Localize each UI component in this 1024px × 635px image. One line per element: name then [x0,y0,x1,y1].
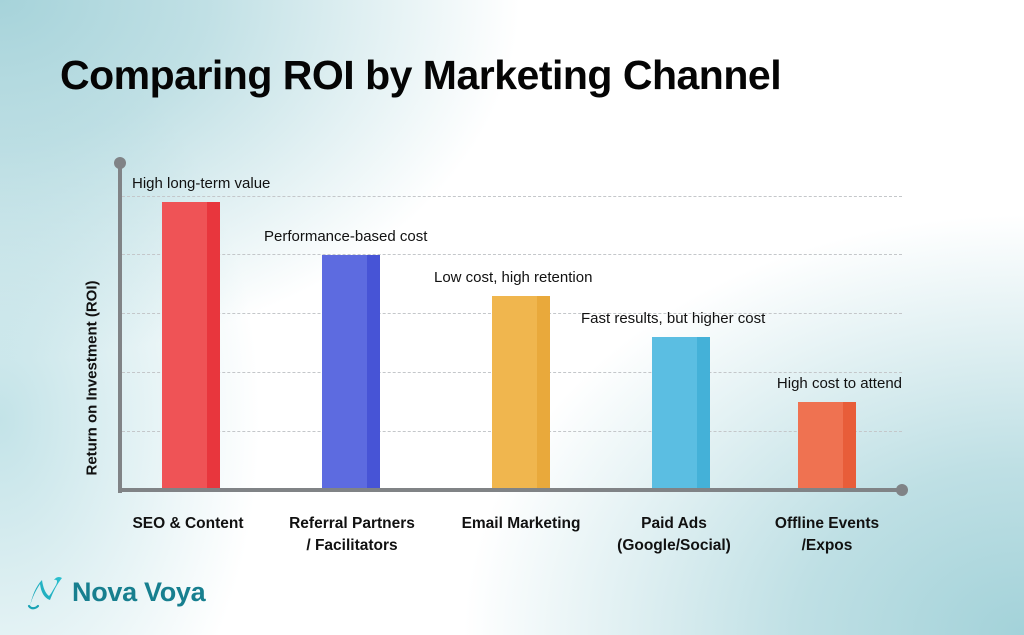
bar-shade [367,255,380,490]
x-axis-category-label: SEO & Content [132,515,244,532]
bar [162,202,220,490]
chart-title: Comparing ROI by Marketing Channel [60,52,782,98]
bar-annotation: Low cost, high retention [434,269,593,286]
bar-annotation: Fast results, but higher cost [581,310,766,327]
bar [492,296,550,490]
bar-shade [537,296,550,490]
bar-shade [843,402,856,490]
bar-annotation: High long-term value [132,175,271,192]
brand-name: Nova Voya [72,576,206,607]
x-axis-category-label: Offline Events/Expos [774,515,880,554]
x-axis-end-dot [896,484,908,496]
nova-voya-logo-icon [27,576,62,610]
x-axis-category-label: Email Marketing [461,515,581,532]
gridline [122,196,902,197]
brand-logo: Nova Voya [26,572,206,612]
bar-annotation: High cost to attend [776,375,902,392]
y-axis-label: Return on Investment (ROI) [83,280,101,476]
bar-shade [207,202,220,490]
gridline [122,254,902,255]
bar-annotation: Performance-based cost [264,228,428,245]
x-axis-category-label: Paid Ads (Google/Social) [617,515,731,554]
bar [798,402,856,490]
bar-shade [697,337,710,490]
y-axis [118,162,122,493]
x-axis-category-label: Referral Partners / Facilitators [289,515,415,554]
x-axis [118,488,902,492]
y-axis-end-dot [114,157,126,169]
bar [652,337,710,490]
bar [322,255,380,490]
